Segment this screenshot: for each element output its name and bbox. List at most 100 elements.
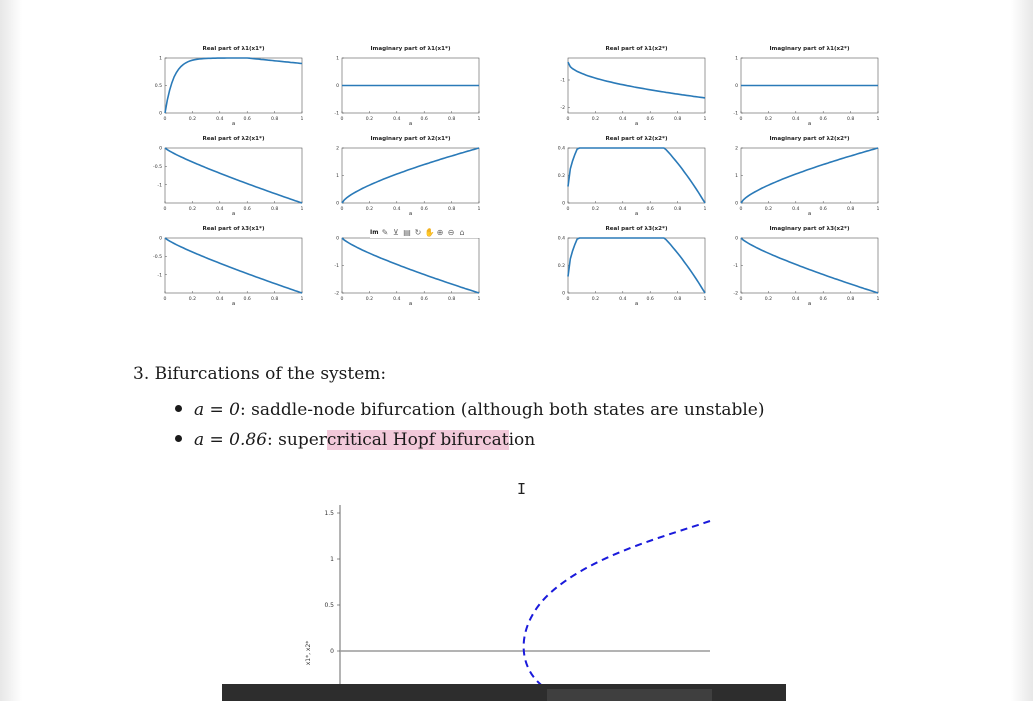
subplot-xlabel: a [408,301,413,307]
xtick-label: 0.2 [189,296,196,302]
subplot-xlabel: a [634,211,639,217]
ytick-label: 0 [562,201,565,207]
bullet-text-pre: : super [267,430,327,450]
bullet-hopf: a = 0.86: supercritical Hopf bifurcation [175,430,535,450]
subplot-title: Real part of λ3(x2*) [605,226,668,232]
xtick-label: 0.4 [792,116,799,122]
eigen-curve [164,57,303,114]
eigen-subplot: Imaginary part of λ1(x2*) 0 0.2 0.4 0.6 0.8 1 1… [721,46,879,127]
xtick-label: 0.4 [216,296,223,302]
subplot-svg: 0 0.2 0.4 0.6 0.8 1 0 -0.5 -1 [153,146,304,212]
subplot-svg: 0 0.2 0.4 0.6 0.8 1 0.4 0.2 0 [558,146,707,212]
data-tip-icon[interactable]: ▤ [403,227,411,237]
subplot-title: Real part of λ3(x1*) [202,226,265,232]
ytick-label: 2 [735,146,738,152]
subplot-axes-box [567,237,706,294]
xtick-label: 0.8 [847,296,854,302]
eigen-curve [740,147,879,204]
rotate-icon[interactable]: ↻ [414,227,422,237]
xtick-label: 1 [301,206,304,212]
xtick-label: 1 [877,296,880,302]
control-bar-segment[interactable] [547,689,712,701]
eigen-curve [567,61,706,99]
highlighted-text[interactable]: critical Hopf bifurcat [326,430,509,450]
insert-icon[interactable]: ⊻ [393,227,399,237]
right-edge-shadow [1011,0,1033,701]
subplot-axes-box [341,237,480,294]
subplot-axes-box [164,57,303,114]
ytick-label: -1 [157,182,162,188]
subplot-svg: 0 0.2 0.4 0.6 0.8 1 0 -0.5 -1 [153,236,304,302]
subplot-xlabel: a [807,211,812,217]
ytick-label: 0.4 [558,236,565,242]
xtick-label: 0 [740,206,743,212]
eigen-curve [164,237,303,294]
subplot-xlabel: a [231,301,236,307]
ytick-label: -2 [733,291,738,297]
subplot-svg: 0 0.2 0.4 0.6 0.8 1 2 1 0 [336,146,481,212]
xtick-label: 0 [740,296,743,302]
xtick-label: 0 [567,206,570,212]
xtick-label: 0 [567,116,570,122]
ytick-label: 1 [336,56,339,62]
subplot-svg: 0 0.2 0.4 0.6 0.8 1 0.4 0.2 0 [558,236,707,302]
ytick-label: 0 [336,201,339,207]
eigen-subplot: Real part of λ2(x1*) 0 0.2 0.4 0.6 0.8 1 0 -0.5 -… [145,136,304,217]
eigen-curve [341,147,480,204]
xtick-label: 0.4 [393,206,400,212]
bullet-text: : saddle-node bifurcation (although both… [240,400,765,420]
xtick-label: 0.4 [393,116,400,122]
xtick-label: 0.8 [674,296,681,302]
bullet-dot [175,405,182,412]
xtick-label: 0.8 [271,116,278,122]
xtick-label: 1 [704,116,707,122]
xtick-label: 0.4 [619,296,626,302]
subplot-title: Imaginary part of λ2(x1*) [370,136,451,142]
xtick-label: 0 [164,296,167,302]
edit-icon[interactable]: ✎ [381,227,389,237]
bullet-saddle-node: a = 0: saddle-node bifurcation (although… [175,400,764,420]
subplot-xlabel: a [807,301,812,307]
figure-toolbar[interactable]: Im ✎ ⊻ ▤ ↻ ✋ ⊕ ⊖ ⌂ [370,226,480,238]
eigen-subplot: Imaginary part of λ2(x1*) 0 0.2 0.4 0.6 0.8 1 2… [322,136,481,217]
xtick-label: 0.6 [820,116,827,122]
xtick-label: 0.2 [592,206,599,212]
ytick-label: 2 [336,146,339,152]
xtick-label: 1 [704,296,707,302]
ytick-label: 0 [159,111,162,117]
eigen-subplot: Real part of λ3(x1*) 0 0.2 0.4 0.6 0.8 1 0 -0.5 -… [145,226,304,307]
zoom-out-icon[interactable]: ⊖ [447,227,455,237]
xtick-label: 0.8 [847,116,854,122]
subplot-svg: 0 0.2 0.4 0.6 0.8 110-1 [334,56,480,122]
subplot-title: Imaginary part of λ1(x2*) [769,46,850,52]
eigen-subplot: Im 0 0.2 0.4 0.6 0.8 1 0 -1 -2 a [322,226,480,307]
ytick-label: -0.5 [153,164,162,170]
subplot-xlabel: a [634,301,639,307]
ytick-label: 0 [735,236,738,242]
ytick-label: -2 [560,105,565,111]
pan-icon[interactable]: ✋ [424,227,435,237]
subplot-xlabel: a [231,211,236,217]
xtick-label: 1 [301,116,304,122]
xtick-label: 0.6 [244,206,251,212]
subplot-title: Imaginary part of λ2(x2*) [769,136,850,142]
ytick-label: 1 [735,56,738,62]
xtick-label: 1 [301,296,304,302]
eigen-subplot: Real part of λ2(x2*) 0 0.2 0.4 0.6 0.8 1 0.4 0.2… [548,136,707,217]
bif-ylabel: x1*, x2* [305,641,312,666]
ytick-label: 0.2 [558,173,565,179]
eigen-curve [341,237,480,294]
xtick-label: 0 [341,116,344,122]
xtick-label: 0.2 [592,116,599,122]
subplot-axes-box [740,237,879,294]
video-control-bar[interactable] [222,684,786,701]
xtick-label: 1 [478,206,481,212]
zoom-in-icon[interactable]: ⊕ [436,227,444,237]
subplot-xlabel: a [408,211,413,217]
subplot-axes-box [164,237,303,294]
home-icon[interactable]: ⌂ [459,227,465,237]
subplot-svg: 0 0.2 0.4 0.6 0.8 1 0 -1 -2 [334,236,480,302]
bif-ytick-label: 1 [330,556,334,563]
eigen-curve [740,237,879,294]
xtick-label: 0.6 [421,206,428,212]
